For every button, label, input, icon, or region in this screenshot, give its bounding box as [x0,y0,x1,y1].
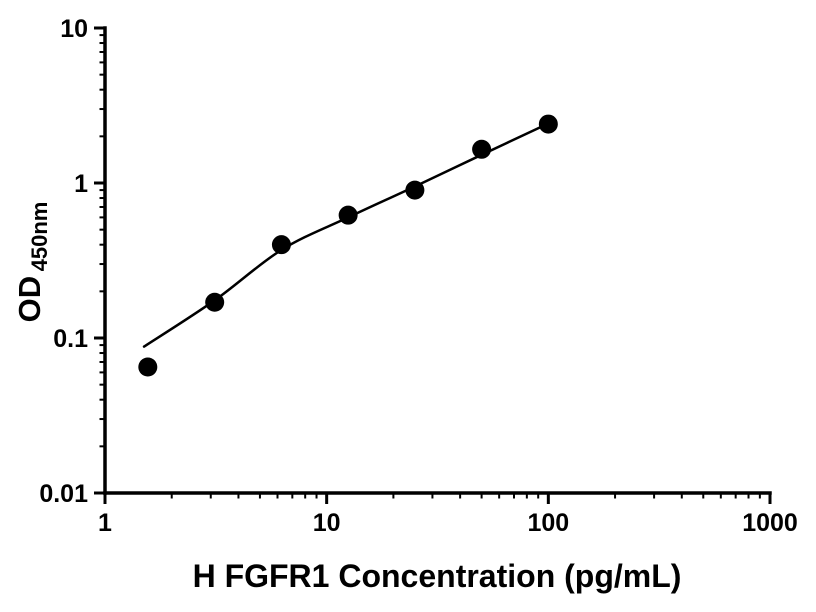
x-tick-label: 1 [98,509,112,537]
x-tick-label: 100 [527,509,569,537]
fit-curve [142,122,550,348]
x-axis-title: H FGFR1 Concentration (pg/mL) [193,558,682,594]
data-point [138,357,158,377]
data-point [338,205,358,225]
x-tick-label: 10 [313,509,341,537]
x-tick-label: 1000 [742,509,798,537]
y-tick-label: 1 [74,170,88,198]
data-point [271,235,291,255]
y-tick-label: 10 [60,15,88,43]
y-tick-label: 0.1 [53,325,88,353]
data-point [538,114,558,134]
data-point [205,292,225,312]
data-point [405,180,425,200]
y-tick-label: 0.01 [39,480,88,508]
data-point [472,139,492,159]
y-axis-title-base: OD [12,276,47,323]
y-axis-title: OD 450nm [12,202,52,323]
y-axis-title-subscript: 450nm [27,202,52,272]
